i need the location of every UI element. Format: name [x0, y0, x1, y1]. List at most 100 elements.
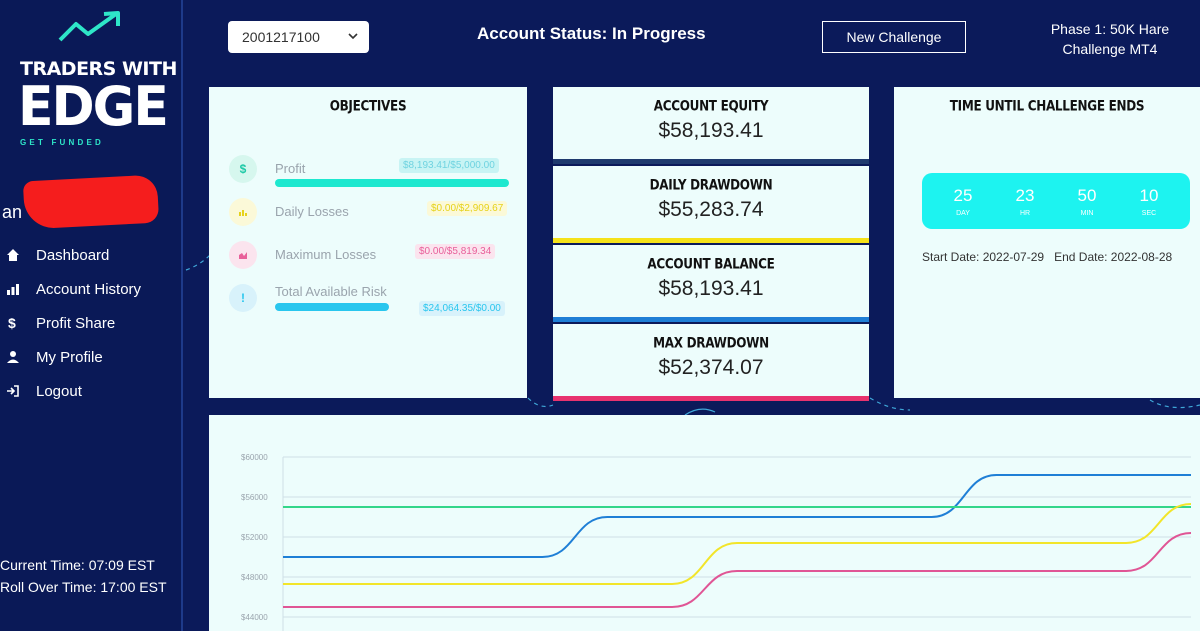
objective-label: Total Available Risk — [275, 284, 387, 299]
sidebar-item-profit-share[interactable]: $ Profit Share — [0, 306, 180, 340]
rollover-time: Roll Over Time: 17:00 EST — [0, 579, 167, 595]
account-equity-card: ACCOUNT EQUITY $58,193.41 — [553, 87, 869, 164]
sidebar-item-my-profile[interactable]: My Profile — [0, 340, 180, 374]
user-icon — [0, 350, 36, 364]
objective-total-risk: ! Total Available Risk $24,064.35/$0.00 — [229, 284, 511, 324]
countdown-minutes: 50 MIN — [1062, 186, 1112, 217]
y-tick-label: $60000 — [241, 453, 268, 462]
trend-arrow-icon — [58, 11, 120, 42]
metric-value: $58,193.41 — [658, 277, 764, 300]
metric-color-bar — [553, 238, 869, 243]
countdown-days: 25 DAY — [938, 186, 988, 217]
exclamation-icon: ! — [229, 284, 257, 312]
balance-chart: $60000 $56000 $52000 $48000 $44000 — [241, 453, 1192, 631]
objectives-card: OBJECTIVES $ Profit $8,193.41/$5,000.00 … — [209, 87, 527, 398]
metric-color-bar — [553, 159, 869, 164]
metric-color-bar — [553, 396, 869, 401]
account-status: Account Status: In Progress — [477, 24, 706, 43]
objective-value: $8,193.41/$5,000.00 — [399, 158, 499, 173]
chart-series-line-0 — [283, 474, 1191, 558]
area-chart-icon — [229, 241, 257, 269]
max-drawdown-card: MAX DRAWDOWN $52,374.07 — [553, 324, 869, 401]
user-name: an — [2, 202, 23, 222]
metric-title: DAILY DRAWDOWN — [649, 176, 773, 194]
phase-line2: Challenge MT4 — [1062, 41, 1158, 57]
hours-value: 23 — [1015, 185, 1035, 205]
account-select[interactable]: 2001217100 — [228, 21, 369, 53]
y-tick-label: $48000 — [241, 573, 268, 582]
challenge-timer-card: TIME UNTIL CHALLENGE ENDS 25 DAY 23 HR 5… — [894, 87, 1200, 398]
chevron-down-icon — [348, 33, 358, 40]
metric-color-bar — [553, 317, 869, 322]
timer-title: TIME UNTIL CHALLENGE ENDS — [949, 97, 1145, 115]
objective-value: $0.00/$5,819.34 — [415, 244, 496, 259]
start-date: Start Date: 2022-07-29 — [922, 250, 1045, 264]
sidebar-nav: Dashboard Account History $ Profit Share… — [0, 238, 180, 408]
objective-progress-bar — [275, 179, 509, 187]
user-profile: an — [0, 174, 160, 230]
days-value: 25 — [953, 185, 973, 205]
new-challenge-button[interactable]: New Challenge — [822, 21, 966, 53]
objective-label: Daily Losses — [275, 204, 349, 219]
end-date: End Date: 2022-08-28 — [1054, 250, 1173, 264]
objectives-title: OBJECTIVES — [329, 97, 407, 115]
metric-value: $52,374.07 — [658, 356, 764, 379]
dollar-icon: $ — [8, 315, 16, 331]
phase-line1: Phase 1: 50K Hare — [1050, 21, 1170, 37]
minutes-value: 50 — [1077, 185, 1097, 205]
logout-icon — [0, 384, 36, 398]
phase-info: Phase 1: 50K Hare Challenge MT4 — [1040, 19, 1180, 59]
sidebar-item-label: Account History — [36, 280, 142, 298]
objective-label: Maximum Losses — [275, 247, 377, 262]
days-label: DAY — [956, 209, 970, 217]
objective-label: Profit — [275, 161, 306, 176]
balance-chart-card: $60000 $56000 $52000 $48000 $44000 — [209, 415, 1200, 631]
y-tick-label: $56000 — [241, 493, 268, 502]
minutes-label: MIN — [1080, 209, 1094, 217]
seconds-label: SEC — [1141, 209, 1157, 217]
sidebar-item-label: Profit Share — [36, 314, 116, 332]
objective-value: $24,064.35/$0.00 — [419, 301, 505, 316]
bar-chart-icon — [229, 198, 257, 226]
objective-daily-losses: Daily Losses $0.00/$2,909.67 — [229, 198, 511, 238]
sidebar-item-label: Logout — [36, 382, 82, 400]
daily-drawdown-card: DAILY DRAWDOWN $55,283.74 — [553, 166, 869, 243]
sidebar: TRADERS WITH EDGE GET FUNDED an Dashboar… — [0, 0, 183, 631]
seconds-value: 10 — [1139, 185, 1159, 205]
brand-line1: TRADERS WITH — [20, 58, 177, 80]
time-info: Current Time: 07:09 EST Roll Over Time: … — [0, 554, 167, 598]
metric-value: $58,193.41 — [658, 119, 764, 142]
metric-title: ACCOUNT BALANCE — [647, 255, 775, 273]
objective-value: $0.00/$2,909.67 — [427, 201, 508, 216]
hours-label: HR — [1019, 209, 1031, 217]
countdown: 25 DAY 23 HR 50 MIN 10 SEC — [922, 173, 1190, 229]
metric-title: ACCOUNT EQUITY — [653, 97, 769, 115]
metric-title: MAX DRAWDOWN — [653, 334, 769, 352]
brand-logo: TRADERS WITH EDGE GET FUNDED — [18, 10, 177, 150]
chart-series-line-3 — [282, 532, 1192, 608]
sidebar-item-account-history[interactable]: Account History — [0, 272, 180, 306]
objective-progress-bar — [275, 303, 389, 311]
chart-series-line-2 — [282, 503, 1192, 585]
account-balance-card: ACCOUNT BALANCE $58,193.41 — [553, 245, 869, 322]
home-icon — [0, 248, 36, 262]
sidebar-item-dashboard[interactable]: Dashboard — [0, 238, 180, 272]
sidebar-item-label: Dashboard — [36, 246, 110, 264]
metric-value: $55,283.74 — [658, 198, 764, 221]
challenge-dates: Start Date: 2022-07-29 End Date: 2022-08… — [922, 250, 1172, 264]
objective-profit: $ Profit $8,193.41/$5,000.00 — [229, 155, 511, 195]
countdown-seconds: 10 SEC — [1124, 186, 1174, 217]
sidebar-item-label: My Profile — [36, 348, 103, 366]
sidebar-item-logout[interactable]: Logout — [0, 374, 180, 408]
bar-chart-icon — [0, 282, 36, 296]
current-time: Current Time: 07:09 EST — [0, 557, 155, 573]
y-tick-label: $52000 — [241, 533, 268, 542]
redaction-mark — [22, 174, 160, 230]
objective-maximum-losses: Maximum Losses $0.00/$5,819.34 — [229, 241, 511, 281]
account-select-value: 2001217100 — [242, 29, 320, 45]
brand-line2: EDGE — [18, 75, 169, 139]
y-tick-label: $44000 — [241, 613, 268, 622]
brand-tagline: GET FUNDED — [20, 138, 104, 147]
dollar-icon: $ — [229, 155, 257, 183]
